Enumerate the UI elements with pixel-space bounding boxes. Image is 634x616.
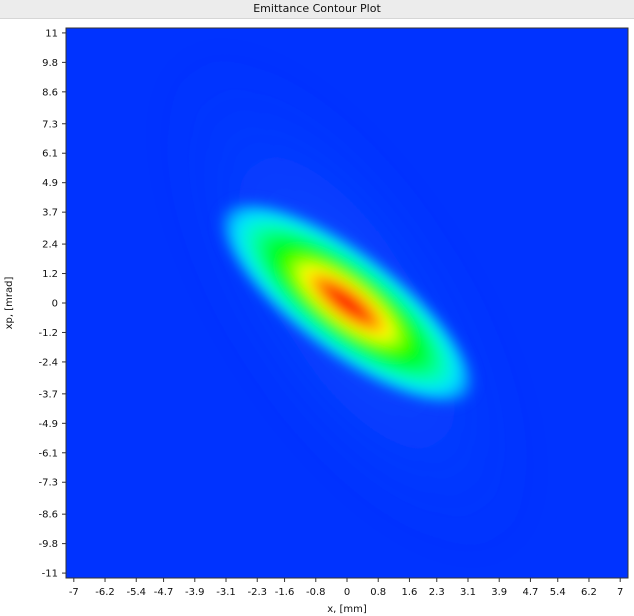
y-tick-label: 2.4 [42,240,58,251]
x-tick-label: -7 [69,587,79,598]
beam-core [216,198,478,408]
y-axis-label: xp, [mrad] [4,277,15,330]
y-tick-label: 0 [52,299,58,310]
x-tick-label: -3.1 [216,587,236,598]
x-tick-label: 3.1 [460,587,476,598]
x-tick-label: 1.6 [401,587,417,598]
x-tick-label: 4.7 [522,587,538,598]
x-tick-label: 0 [344,587,350,598]
x-tick-label: -1.6 [275,587,295,598]
y-tick-label: 6.1 [42,149,58,160]
x-tick-label: -4.7 [154,587,174,598]
y-tick-label: -8.6 [38,510,58,521]
y-tick-label: 7.3 [42,119,58,130]
y-tick-label: 11 [45,28,58,39]
y-tick-label: -3.7 [38,389,58,400]
y-tick-label: -7.3 [38,478,58,489]
x-tick-label: -6.2 [95,587,115,598]
y-tick-label: -1.2 [38,328,58,339]
y-tick-label: -2.4 [38,357,58,368]
y-axis: 11 9.8 8.6 7.3 6.1 4.9 3.7 2.4 1.2 0 -1.2 -2.4 -3.7 -… [38,28,66,580]
x-tick-label: 3.9 [491,587,507,598]
x-tick-label: 7 [617,587,623,598]
x-tick-label: 0.8 [370,587,386,598]
y-tick-label: -9.8 [38,539,58,550]
y-tick-label: 1.2 [42,269,58,280]
x-tick-label: -3.9 [185,587,205,598]
y-tick-label: 8.6 [42,87,58,98]
x-tick-label: -2.3 [247,587,267,598]
y-tick-label: -6.1 [38,448,58,459]
x-tick-label: -0.8 [306,587,326,598]
window-title: Emittance Contour Plot [0,0,634,19]
y-tick-label: 3.7 [42,208,58,219]
y-tick-label: -11 [42,569,58,580]
y-tick-label: 4.9 [42,178,58,189]
y-tick-label: 9.8 [42,58,58,69]
x-tick-label: -5.4 [126,587,146,598]
x-tick-label: 6.2 [581,587,597,598]
x-axis-label: x, [mm] [327,604,367,615]
y-tick-label: -4.9 [38,419,58,430]
x-axis: -7 -6.2 -5.4 -4.7 -3.9 -3.1 -2.3 -1.6 -0.8 0 0.8 1.… [69,578,623,598]
x-tick-label: 2.3 [429,587,445,598]
x-tick-label: 5.4 [550,587,566,598]
